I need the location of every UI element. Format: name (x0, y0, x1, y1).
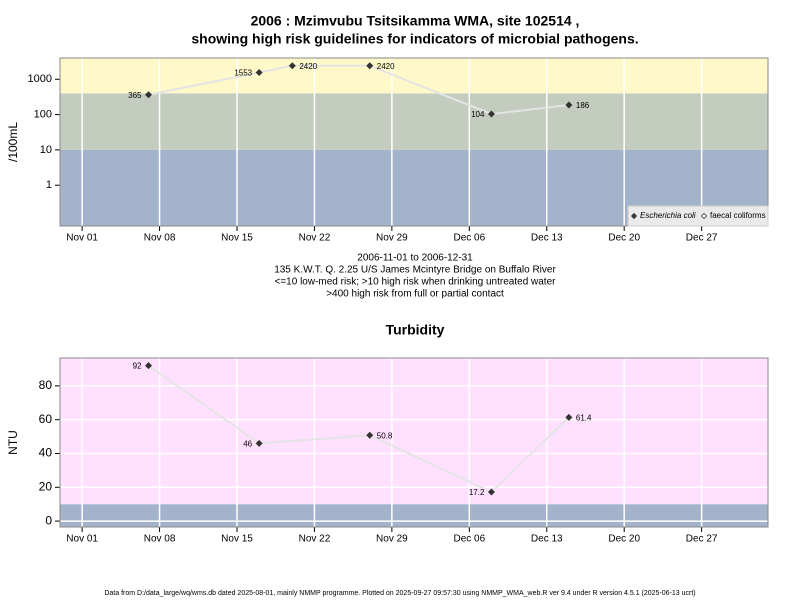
x-tick-label: Nov 01 (66, 534, 98, 545)
chart-title: showing high risk guidelines for indicat… (191, 31, 638, 47)
legend-label: Escherichia coli (640, 211, 696, 220)
data-point (255, 69, 263, 77)
x-tick-label: Dec 06 (453, 534, 485, 545)
x-tick-label: Nov 22 (299, 534, 331, 545)
x-tick-label: Nov 15 (221, 233, 253, 244)
y-tick-label: 60 (39, 412, 53, 426)
series-line (148, 64, 569, 116)
x-tick-label: Dec 13 (531, 233, 563, 244)
footer: Data from D:/data_large/wq/wms.db dated … (104, 590, 695, 597)
legend-marker (700, 212, 708, 220)
data-point (145, 91, 152, 99)
data-label: 17.2 (469, 488, 485, 497)
data-point (565, 413, 573, 421)
data-label: 1553 (234, 69, 252, 78)
x-tick-label: Dec 27 (686, 534, 718, 545)
risk-band (60, 358, 768, 505)
legend-label: faecal coliforms (710, 211, 766, 220)
data-point (366, 431, 374, 439)
x-tick-label: Nov 29 (376, 233, 408, 244)
plot-frame (59, 57, 769, 227)
x-tick-label: Nov 15 (221, 534, 253, 545)
x-tick-label: Dec 27 (686, 233, 718, 244)
subtitle: <=10 low-med risk; >10 high risk when dr… (275, 277, 557, 288)
plot-frame (59, 357, 769, 528)
y-tick-label: 10 (40, 144, 52, 156)
chart-title: 2006 : Mzimvubu Tsitsikamma WMA, site 10… (251, 13, 580, 29)
x-tick-label: Nov 01 (66, 233, 98, 244)
data-label: 61.4 (576, 413, 592, 422)
x-tick-label: Dec 06 (453, 233, 485, 244)
x-tick-label: Nov 22 (299, 233, 331, 244)
x-tick-label: Dec 20 (608, 233, 640, 244)
risk-band (60, 504, 768, 527)
data-point (565, 101, 573, 109)
data-point (487, 110, 495, 118)
risk-band (60, 93, 768, 150)
subtitle: 2006-11-01 to 2006-12-31 (357, 253, 473, 264)
data-label: 104 (471, 110, 485, 119)
y-tick-label: 80 (39, 378, 53, 392)
legend-marker (630, 212, 638, 220)
x-tick-label: Nov 08 (144, 534, 176, 545)
x-tick-label: Nov 08 (144, 233, 176, 244)
data-point (487, 488, 495, 496)
chart-title: Turbidity (386, 322, 445, 338)
data-point (145, 362, 152, 370)
data-label: 92 (133, 362, 142, 371)
y-tick-label: 1000 (28, 73, 52, 85)
data-label: 365 (128, 91, 142, 100)
y-tick-label: 1 (46, 179, 52, 191)
data-label: 2420 (299, 62, 317, 71)
data-label: 46 (243, 439, 252, 448)
subtitle: 135 K.W.T. Q. 2.25 U/S James Mcintyre Br… (274, 265, 556, 276)
data-label: 2420 (377, 62, 395, 71)
x-tick-label: Nov 29 (376, 534, 408, 545)
data-point (255, 439, 263, 447)
data-point (366, 62, 374, 70)
risk-band (60, 58, 768, 94)
y-tick-label: 0 (45, 513, 52, 527)
y-tick-label: 20 (39, 479, 53, 493)
x-tick-label: Dec 20 (608, 534, 640, 545)
data-label: 186 (576, 101, 590, 110)
x-tick-label: Dec 13 (531, 534, 563, 545)
y-tick-label: 40 (39, 446, 53, 460)
subtitle: >400 high risk from full or partial cont… (326, 289, 504, 300)
data-label: 50.8 (377, 431, 393, 440)
y-axis-label: /100mL (6, 122, 20, 162)
y-axis-label: NTU (6, 430, 20, 455)
legend-box (627, 205, 769, 227)
data-point (288, 62, 296, 70)
y-tick-label: 100 (34, 108, 52, 120)
